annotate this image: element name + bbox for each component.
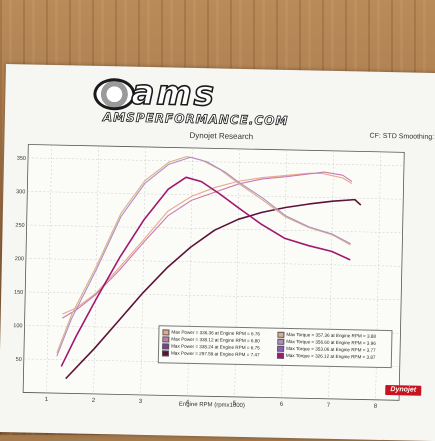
y-tick-label: 250 <box>15 223 24 229</box>
legend-swatch <box>162 328 170 335</box>
y-grid-line <box>25 291 402 301</box>
x-grid-line <box>375 151 381 400</box>
y-grid-line <box>26 224 403 234</box>
x-grid-line <box>281 149 288 398</box>
y-grid-line <box>27 191 404 200</box>
x-tick-label: 6 <box>280 402 284 408</box>
y-tick-label: 350 <box>17 156 26 162</box>
y-tick-label: 200 <box>15 256 24 262</box>
legend-swatch <box>161 349 170 356</box>
dynojet-logo: Dynojet <box>385 385 422 396</box>
series-line-5 <box>56 156 351 357</box>
x-grid-line <box>140 146 147 395</box>
x-tick-label: 5 <box>233 401 237 407</box>
y-tick-label: 100 <box>13 323 22 329</box>
legend-entry: Max Torque = 326.12 at Engine RPM = 3.87 <box>276 352 388 361</box>
legend-swatch <box>277 331 285 338</box>
chart-legend: Max Power = 336.36 at Engine RPM = 6.76 M… <box>157 325 393 369</box>
series-line-3 <box>65 198 362 380</box>
series-line-6 <box>60 176 351 367</box>
legend-entry: Max Power = 297.59 at Engine RPM = 7.47 <box>161 349 273 358</box>
y-tick-label: 50 <box>16 357 22 363</box>
x-tick-label: 1 <box>45 397 49 403</box>
legend-swatch <box>162 342 170 349</box>
legend-text: Max Torque = 326.12 at Engine RPM = 3.87 <box>285 352 376 360</box>
y-grid-line <box>28 157 404 167</box>
legend-swatch <box>277 338 285 345</box>
x-tick-label: 2 <box>92 398 96 404</box>
x-grid-line <box>234 148 241 397</box>
legend-swatch <box>162 335 170 342</box>
legend-text: Max Power = 297.59 at Engine RPM = 7.47 <box>170 350 260 358</box>
legend-swatch <box>276 352 285 359</box>
y-grid-line <box>25 258 402 267</box>
x-tick-label: 7 <box>327 403 331 409</box>
legend-swatch <box>277 345 285 352</box>
x-tick-label: 3 <box>139 399 143 405</box>
y-tick-label: 150 <box>14 290 23 296</box>
y-tick-label: 300 <box>16 189 25 195</box>
dyno-chart: 1 2 3 4 5 6 7 8 50 100 150 200 250 300 350 <box>13 144 405 410</box>
x-tick-label: 4 <box>186 400 190 406</box>
x-tick-label: 8 <box>374 404 378 410</box>
dyno-sheet: ams AMSPERFORMANCE.COM Dynojet Research … <box>0 64 435 441</box>
